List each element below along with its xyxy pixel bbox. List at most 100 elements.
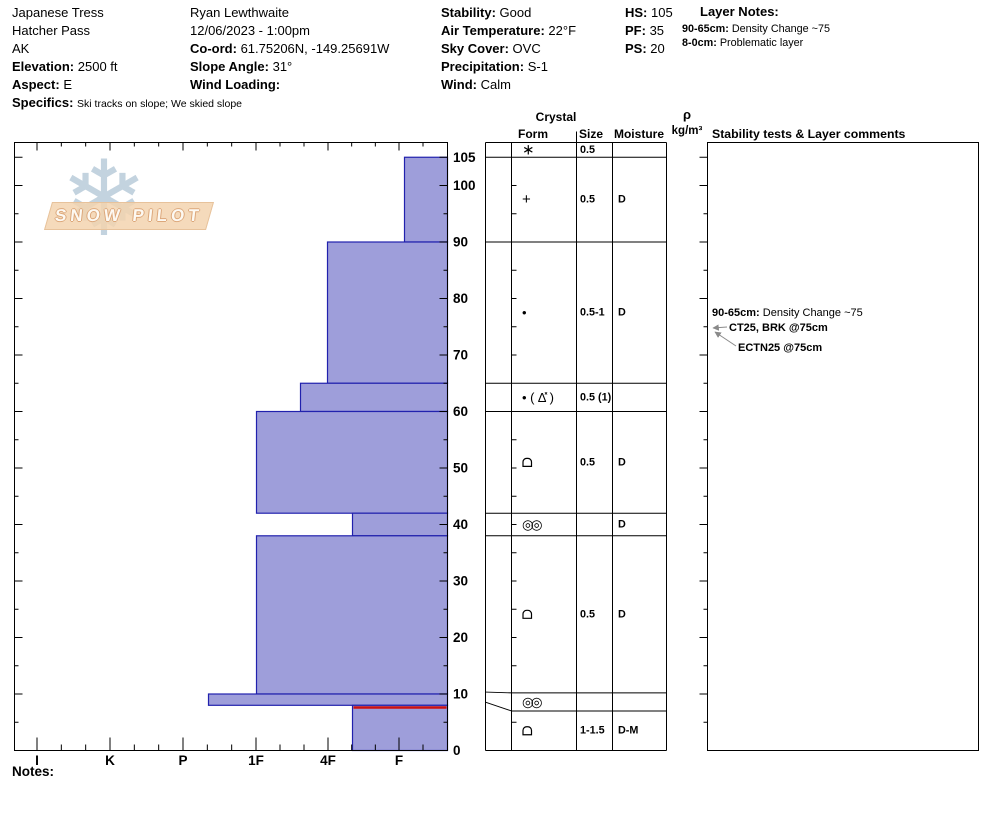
- field-label: PS:: [625, 41, 647, 56]
- snowpilot-logo: ❄ SNOW PILOT: [40, 138, 260, 280]
- grain-icon-rounds-mixed-facets: • ( ∆̽ ): [522, 390, 554, 405]
- notes-label: Notes:: [12, 764, 55, 779]
- field-value: Problematic layer: [719, 37, 804, 49]
- field-value: E: [63, 77, 72, 92]
- depth-label-0: 0: [453, 743, 461, 758]
- grain-icon-precipitation-plus: +: [522, 191, 531, 208]
- field-value: Calm: [480, 77, 511, 92]
- size-header: Size: [579, 127, 603, 141]
- hardness-label-4F: 4F: [320, 753, 336, 768]
- field-label: Elevation:: [12, 59, 75, 74]
- grain-size-value: 0.5 (1): [580, 391, 612, 403]
- field-value: Hatcher Pass: [12, 23, 91, 38]
- stability-annotation-0: 90-65cm: Density Change ~75: [712, 307, 863, 319]
- snowflake-icon: ❄: [60, 138, 148, 260]
- grain-size-value: 0.5: [580, 456, 595, 468]
- weather-line: Precipitation: S-1: [441, 58, 576, 76]
- observer-line: 12/06/2023 - 1:00pm: [190, 22, 389, 40]
- layer-bar-105-90: [403, 156, 449, 243]
- density-header-units: kg/m³: [672, 125, 703, 137]
- form-header: Form: [518, 127, 548, 141]
- hardness-label-K: K: [105, 753, 115, 768]
- field-label: Co-ord:: [190, 41, 237, 56]
- grain-icon-precipitation-star: ∗: [522, 141, 535, 158]
- grain-size-value: 0.5: [580, 194, 595, 206]
- location-line: Elevation: 2500 ft: [12, 58, 242, 76]
- field-value: 31°: [272, 59, 293, 74]
- totals-line: PS: 20: [625, 40, 673, 58]
- weather-line: Sky Cover: OVC: [441, 40, 576, 58]
- field-label: 8-0cm:: [682, 37, 717, 49]
- hardness-label-1F: 1F: [248, 753, 264, 768]
- field-value: Good: [499, 5, 532, 20]
- field-label: Slope Angle:: [190, 59, 269, 74]
- field-value: OVC: [512, 41, 541, 56]
- annotation-arrow: [714, 331, 737, 347]
- observer-line: Co-ord: 61.75206N, -149.25691W: [190, 40, 389, 58]
- layer-bar-90-65: [326, 241, 449, 384]
- moisture-value: D: [618, 608, 626, 620]
- field-value: 2500 ft: [77, 59, 118, 74]
- snow-totals-block: HS: 105 PF: 35 PS: 20: [625, 4, 673, 58]
- depth-label-10: 10: [453, 687, 468, 702]
- totals-line: PF: 35: [625, 22, 673, 40]
- layer-note-line: 90-65cm: Density Change ~75: [682, 22, 830, 36]
- grain-icon-faceted-rounding: [522, 726, 533, 736]
- depth-label-105: 105: [453, 150, 476, 165]
- location-line: Specifics: Ski tracks on slope; We skied…: [12, 94, 242, 113]
- field-value: 35: [649, 23, 665, 38]
- grain-icon-melt-clusters: ◎◎: [522, 517, 543, 532]
- depth-label-30: 30: [453, 574, 468, 589]
- layer-bar-8-0: [351, 704, 449, 752]
- moisture-value: D-M: [618, 725, 638, 737]
- field-value: 61.75206N, -149.25691W: [240, 41, 390, 56]
- field-value: S-1: [527, 59, 548, 74]
- moisture-value: D: [618, 519, 626, 531]
- field-label: Sky Cover:: [441, 41, 509, 56]
- moisture-value: D: [618, 456, 626, 468]
- layer-bar-10-8: [207, 693, 449, 706]
- field-value: 105: [651, 5, 673, 20]
- grain-icon-faceted-rounding: [522, 457, 533, 467]
- field-label: Wind Loading:: [190, 77, 281, 92]
- location-line: Japanese Tress: [12, 4, 242, 22]
- field-label: 90-65cm:: [682, 23, 729, 35]
- observer-line: Ryan Lewthwaite: [190, 4, 389, 22]
- field-label: Wind:: [441, 77, 477, 92]
- layer-bar-65-60: [299, 382, 449, 413]
- field-label: Stability:: [441, 5, 496, 20]
- thin-layer-leader-bottom: [485, 701, 512, 712]
- field-value: Ryan Lewthwaite: [190, 5, 289, 20]
- field-label: HS:: [625, 5, 648, 20]
- moisture-value: D: [618, 307, 626, 319]
- depth-label-50: 50: [453, 461, 468, 476]
- depth-label-80: 80: [453, 291, 468, 306]
- annotation-arrow: [712, 324, 728, 331]
- depth-label-70: 70: [453, 348, 468, 363]
- grain-size-value: 0.5: [580, 144, 595, 156]
- field-value: 20: [650, 41, 665, 56]
- layer-bar-38-10: [255, 535, 449, 695]
- layer-bar-60-42: [255, 410, 449, 514]
- field-label: Air Temperature:: [441, 23, 545, 38]
- location-line: Hatcher Pass: [12, 22, 242, 40]
- stability-panel-header: Stability tests & Layer comments: [712, 127, 906, 141]
- field-value: Ski tracks on slope; We skied slope: [77, 98, 243, 110]
- stability-panel-frame: [707, 142, 979, 751]
- observer-header-block: Ryan Lewthwaite 12/06/2023 - 1:00pm Co-ord…: [190, 4, 389, 94]
- observer-line: Wind Loading:: [190, 76, 389, 94]
- observer-line: Slope Angle: 31°: [190, 58, 389, 76]
- weather-line: Air Temperature: 22°F: [441, 22, 576, 40]
- weather-line: Wind: Calm: [441, 76, 576, 94]
- depth-label-40: 40: [453, 517, 468, 532]
- field-value: AK: [12, 41, 30, 56]
- thin-layer-leader-top: [485, 691, 512, 694]
- crystal-header: Crystal: [536, 110, 577, 124]
- layer-note-line: 8-0cm: Problematic layer: [682, 36, 830, 50]
- moisture-value: D: [618, 194, 626, 206]
- depth-label-100: 100: [453, 178, 476, 193]
- depth-label-90: 90: [453, 235, 468, 250]
- field-value: 12/06/2023 - 1:00pm: [190, 23, 310, 38]
